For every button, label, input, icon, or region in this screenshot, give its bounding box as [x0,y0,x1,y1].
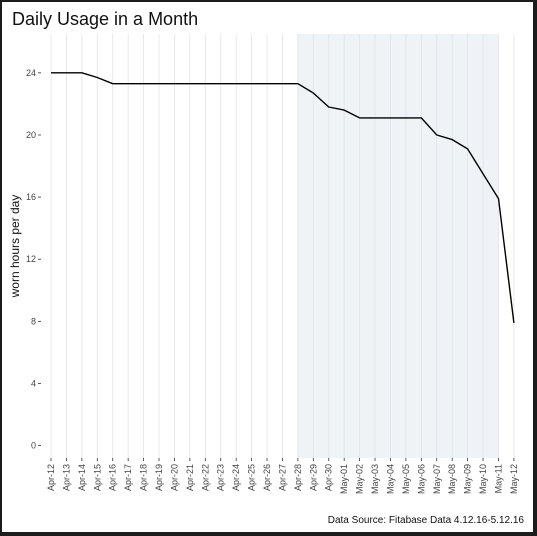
x-tick-label: May-10 [478,464,488,494]
y-tick-label: 0 [31,441,36,451]
x-tick-label: Apr-14 [77,464,87,491]
y-tick-label: 16 [26,192,36,202]
x-tick-label: Apr-16 [108,464,118,491]
usage-series-line [51,72,515,323]
x-tick-label: May-07 [432,464,442,494]
x-tick-label: Apr-30 [324,464,334,491]
highlight-period [297,34,499,458]
x-tick-label: Apr-29 [308,464,318,491]
y-tick-label: 24 [26,68,36,78]
x-tick-label: May-02 [355,464,365,494]
x-tick-label: Apr-22 [200,464,210,491]
x-tick-label: May-12 [509,464,519,494]
x-tick-label: Apr-19 [154,464,164,491]
usage-line-chart: 0 4 8 12 16 20 24 Apr-12 Apr-13 Apr-14 Apr-15 Apr-1… [8,9,525,526]
x-tick-label: May-08 [447,464,457,494]
x-tick-label: Apr-26 [262,464,272,491]
x-tick-label: May-04 [385,464,395,494]
data-source-caption: Data Source: Fitabase Data 4.12.16-5.12.… [328,515,525,526]
y-tick-label: 8 [31,316,36,326]
x-tick-label: Apr-20 [169,464,179,491]
chart-frame: 0 4 8 12 16 20 24 Apr-12 Apr-13 Apr-14 Apr-15 Apr-1… [2,2,533,532]
x-tick-label: Apr-28 [293,464,303,491]
y-axis-label: worn hours per day [8,195,22,299]
y-tick-label: 20 [26,130,36,140]
x-tick-label: Apr-15 [92,464,102,491]
y-tick-label: 12 [26,254,36,264]
x-tick-label: May-05 [401,464,411,494]
x-tick-label: May-11 [493,464,503,493]
x-tick-label: May-06 [416,464,426,494]
x-tick-label: Apr-13 [61,464,71,491]
y-tick-label: 4 [31,378,36,388]
x-tick-label: Apr-27 [277,464,287,491]
chart-title: Daily Usage in a Month [12,9,198,29]
x-tick-label: Apr-12 [46,464,56,491]
x-tick-label: Apr-24 [231,464,241,491]
x-tick-label: May-01 [339,464,349,494]
x-tick-label: May-03 [370,464,380,494]
x-tick-label: Apr-23 [216,464,226,491]
x-tick-label: May-09 [463,464,473,494]
x-tick-label: Apr-25 [247,464,257,491]
x-tick-label: Apr-18 [139,464,149,491]
x-tick-label: Apr-21 [185,464,195,491]
x-tick-label: Apr-17 [123,464,133,491]
